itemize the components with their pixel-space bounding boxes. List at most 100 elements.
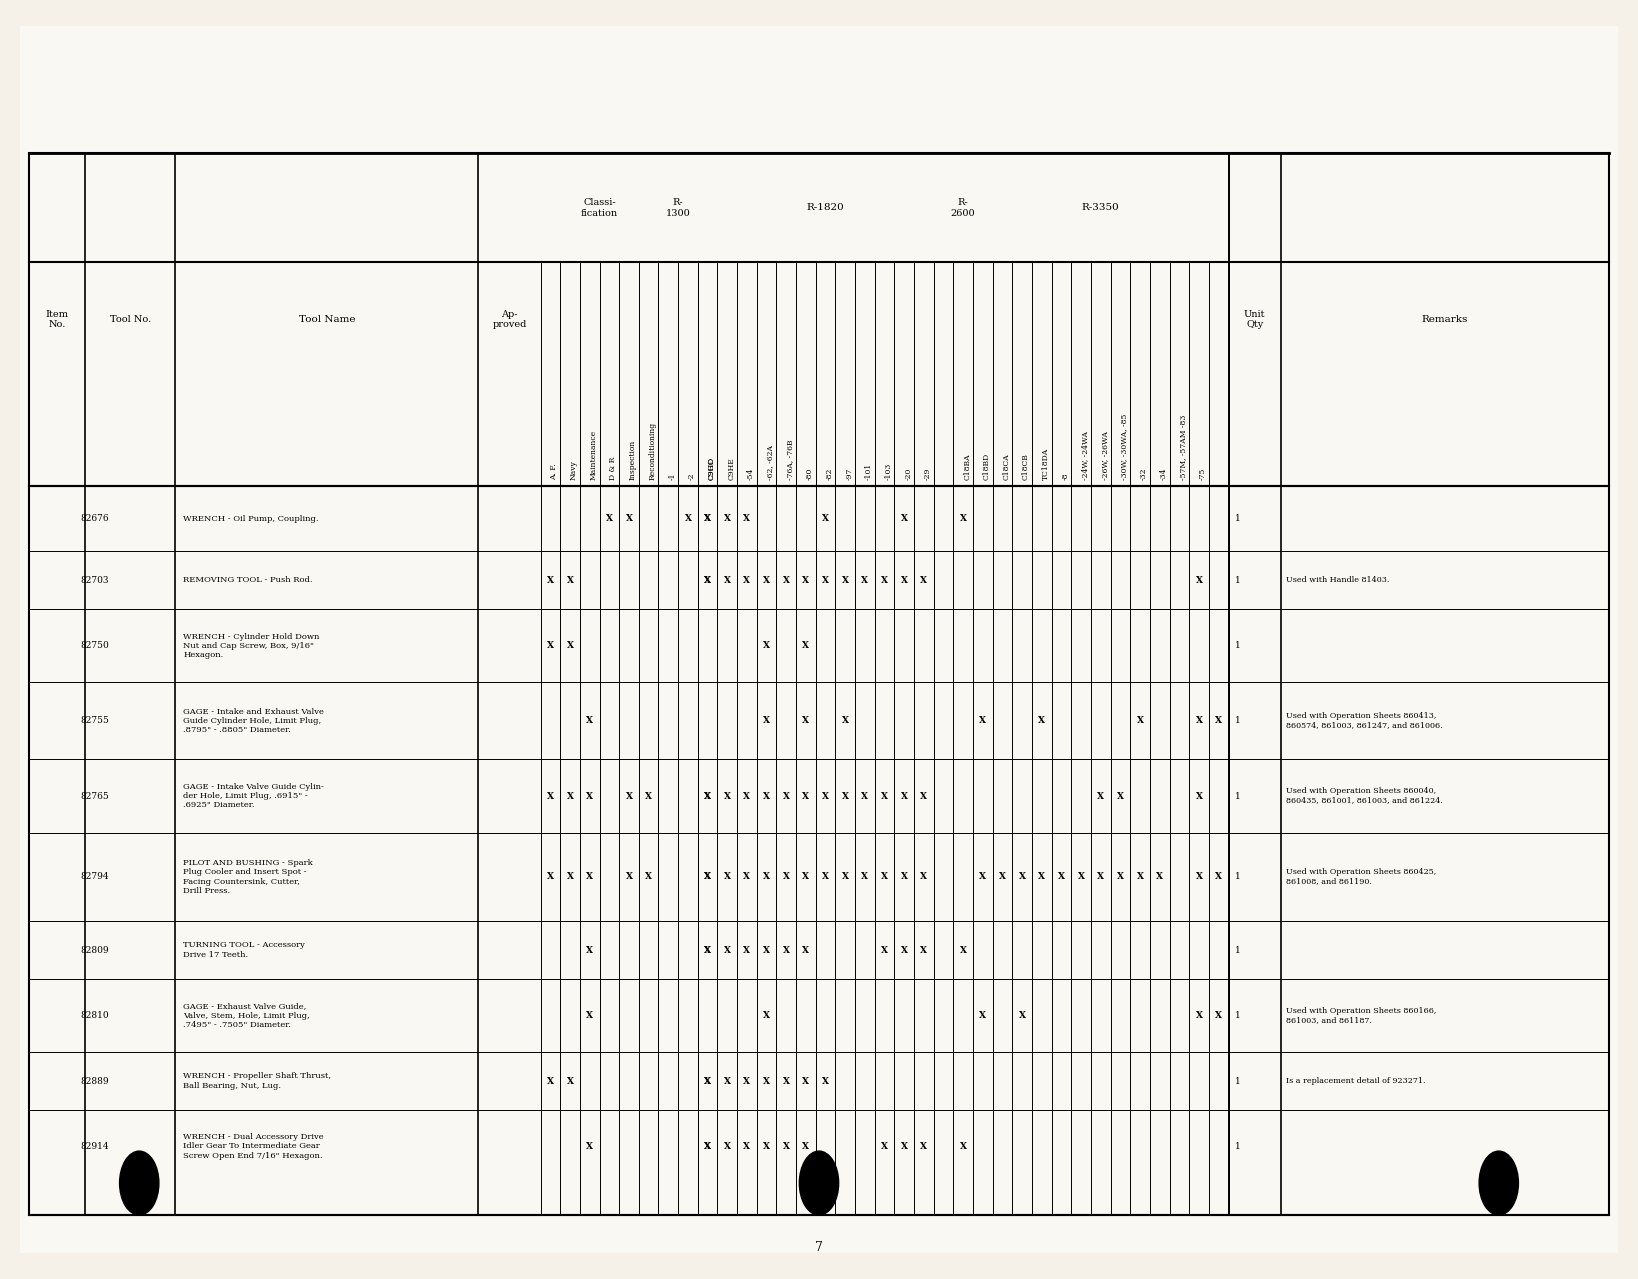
Text: Maintenance: Maintenance: [590, 430, 598, 480]
Text: X: X: [744, 945, 750, 954]
Text: X: X: [783, 872, 790, 881]
Text: X: X: [862, 792, 868, 801]
Text: -34: -34: [1160, 467, 1168, 480]
Text: X: X: [783, 945, 790, 954]
Text: X: X: [704, 792, 711, 801]
Text: X: X: [547, 872, 554, 881]
Text: PILOT AND BUSHING - Spark
Plug Cooler and Insert Spot -
Facing Countersink, Cutt: PILOT AND BUSHING - Spark Plug Cooler an…: [183, 859, 313, 895]
Text: X: X: [901, 792, 907, 801]
Text: X: X: [704, 514, 711, 523]
Text: -62, -62A: -62, -62A: [767, 445, 775, 480]
Text: X: X: [1137, 872, 1143, 881]
Text: X: X: [783, 792, 790, 801]
Text: X: X: [1097, 792, 1104, 801]
Text: X: X: [744, 576, 750, 585]
Text: -101: -101: [865, 463, 873, 480]
Text: X: X: [567, 1077, 573, 1086]
Text: 1: 1: [1235, 576, 1242, 585]
Text: X: X: [763, 716, 770, 725]
Text: X: X: [1117, 792, 1124, 801]
Text: -103: -103: [885, 462, 893, 480]
Text: X: X: [1058, 872, 1065, 881]
Text: 1: 1: [1235, 792, 1242, 801]
Text: 1: 1: [1235, 1142, 1242, 1151]
Text: X: X: [803, 641, 809, 650]
Text: X: X: [1038, 872, 1045, 881]
Text: 1: 1: [1235, 716, 1242, 725]
Text: X: X: [1019, 1012, 1025, 1021]
Text: X: X: [1196, 576, 1202, 585]
Text: X: X: [547, 792, 554, 801]
Text: X: X: [1196, 1012, 1202, 1021]
Text: C9GC: C9GC: [708, 458, 716, 480]
Text: R-3350: R-3350: [1081, 203, 1120, 212]
Text: Reconditioning: Reconditioning: [649, 422, 657, 480]
Text: X: X: [842, 872, 848, 881]
Text: X: X: [901, 514, 907, 523]
Text: X: X: [1078, 872, 1084, 881]
Text: X: X: [901, 576, 907, 585]
Text: R-
1300: R- 1300: [665, 198, 691, 217]
Text: X: X: [763, 1012, 770, 1021]
Text: X: X: [1215, 1012, 1222, 1021]
Text: X: X: [547, 576, 554, 585]
Text: X: X: [881, 945, 888, 954]
Text: X: X: [862, 872, 868, 881]
Text: X: X: [586, 945, 593, 954]
Text: X: X: [980, 716, 986, 725]
Text: 82765: 82765: [80, 792, 110, 801]
Text: X: X: [921, 576, 927, 585]
Text: X: X: [586, 1012, 593, 1021]
Text: X: X: [567, 792, 573, 801]
Text: X: X: [763, 792, 770, 801]
Text: X: X: [763, 576, 770, 585]
Text: Used with Operation Sheets 860425,
861008, and 861190.: Used with Operation Sheets 860425, 86100…: [1286, 868, 1437, 885]
Text: Tool Name: Tool Name: [298, 315, 355, 325]
Text: X: X: [645, 872, 652, 881]
Text: X: X: [842, 792, 848, 801]
Text: X: X: [704, 945, 711, 954]
Text: 82809: 82809: [80, 945, 110, 954]
Text: X: X: [1215, 872, 1222, 881]
Text: TC18DA: TC18DA: [1042, 448, 1050, 480]
Text: X: X: [586, 872, 593, 881]
Text: X: X: [704, 576, 711, 585]
Text: X: X: [704, 1077, 711, 1086]
Text: X: X: [606, 514, 613, 523]
Text: X: X: [862, 576, 868, 585]
Text: 7: 7: [816, 1241, 822, 1253]
Text: X: X: [999, 872, 1006, 881]
Text: Remarks: Remarks: [1422, 315, 1468, 325]
Text: X: X: [901, 1142, 907, 1151]
Text: X: X: [685, 514, 691, 523]
Ellipse shape: [120, 1151, 159, 1215]
Text: -80: -80: [806, 467, 814, 480]
Text: Classi-
fication: Classi- fication: [581, 198, 618, 217]
Text: -57M, -57AM -83: -57M, -57AM -83: [1179, 414, 1188, 480]
Ellipse shape: [799, 1151, 839, 1215]
Text: X: X: [704, 1142, 711, 1151]
Text: X: X: [724, 872, 731, 881]
Text: -97: -97: [845, 467, 853, 480]
Text: X: X: [763, 1077, 770, 1086]
Text: X: X: [822, 514, 829, 523]
Text: Unit
Qty: Unit Qty: [1243, 310, 1266, 330]
Text: X: X: [567, 576, 573, 585]
Text: X: X: [704, 872, 711, 881]
Text: WRENCH - Propeller Shaft Thrust,
Ball Bearing, Nut, Lug.: WRENCH - Propeller Shaft Thrust, Ball Be…: [183, 1072, 331, 1090]
Text: -29: -29: [924, 467, 932, 480]
Text: X: X: [626, 872, 632, 881]
Text: 1: 1: [1235, 872, 1242, 881]
Text: X: X: [980, 1012, 986, 1021]
Text: Item
No.: Item No.: [46, 310, 69, 330]
Text: REMOVING TOOL - Push Rod.: REMOVING TOOL - Push Rod.: [183, 577, 313, 585]
Text: 1: 1: [1235, 1077, 1242, 1086]
Text: 82750: 82750: [80, 641, 110, 650]
Text: X: X: [586, 792, 593, 801]
Text: X: X: [586, 716, 593, 725]
Text: X: X: [763, 641, 770, 650]
Text: X: X: [783, 1077, 790, 1086]
Text: X: X: [842, 716, 848, 725]
Text: X: X: [744, 514, 750, 523]
Text: X: X: [901, 872, 907, 881]
